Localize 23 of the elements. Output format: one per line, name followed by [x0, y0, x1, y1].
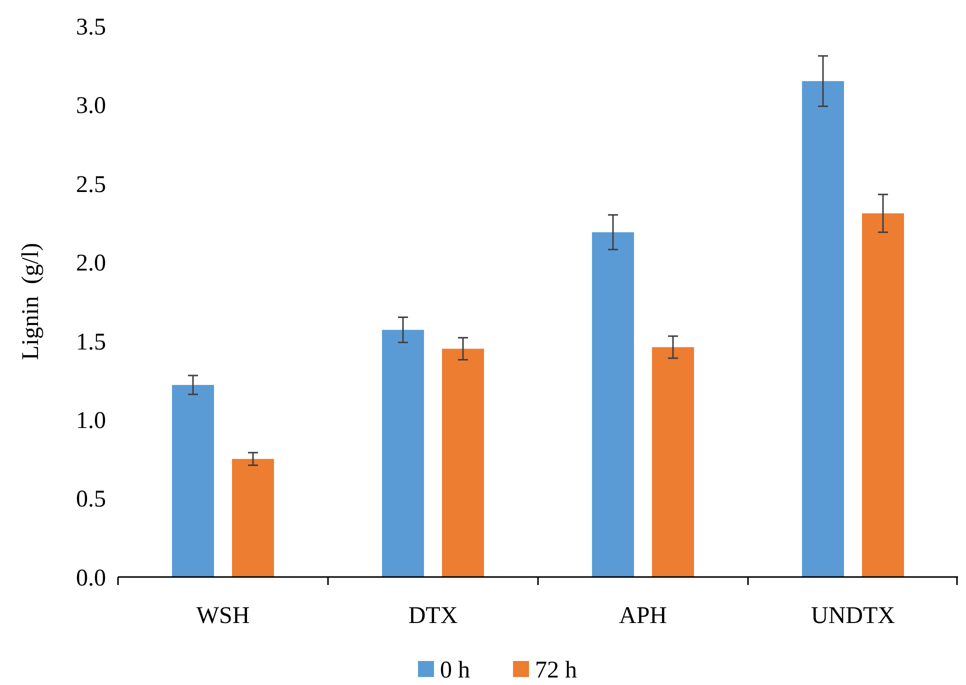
- bar: [232, 458, 274, 577]
- bar: [172, 384, 214, 577]
- bar: [802, 81, 844, 577]
- x-tick-label: UNDTX: [811, 603, 895, 629]
- bar: [652, 347, 694, 577]
- bar: [382, 330, 424, 577]
- bar: [442, 348, 484, 577]
- legend-label: 72 h: [535, 657, 577, 684]
- legend-label: 0 h: [440, 657, 470, 684]
- y-tick-label: 2.5: [76, 172, 106, 198]
- x-tick-label: APH: [618, 603, 668, 629]
- x-tick-label: WSH: [196, 603, 250, 629]
- y-tick-label: 0.5: [76, 486, 106, 513]
- y-tick-label: 3.5: [76, 14, 106, 40]
- y-tick-label: 2.0: [76, 250, 106, 277]
- y-tick-label: 1.0: [76, 408, 106, 434]
- y-tick-label: 0.0: [76, 565, 106, 592]
- bar: [862, 213, 904, 577]
- y-axis-title: Lignin (g/l): [18, 242, 44, 360]
- y-tick-label: 1.5: [76, 329, 106, 356]
- y-tick-label: 3.0: [76, 93, 106, 120]
- bar: [592, 232, 634, 577]
- x-tick-label: DTX: [408, 603, 458, 629]
